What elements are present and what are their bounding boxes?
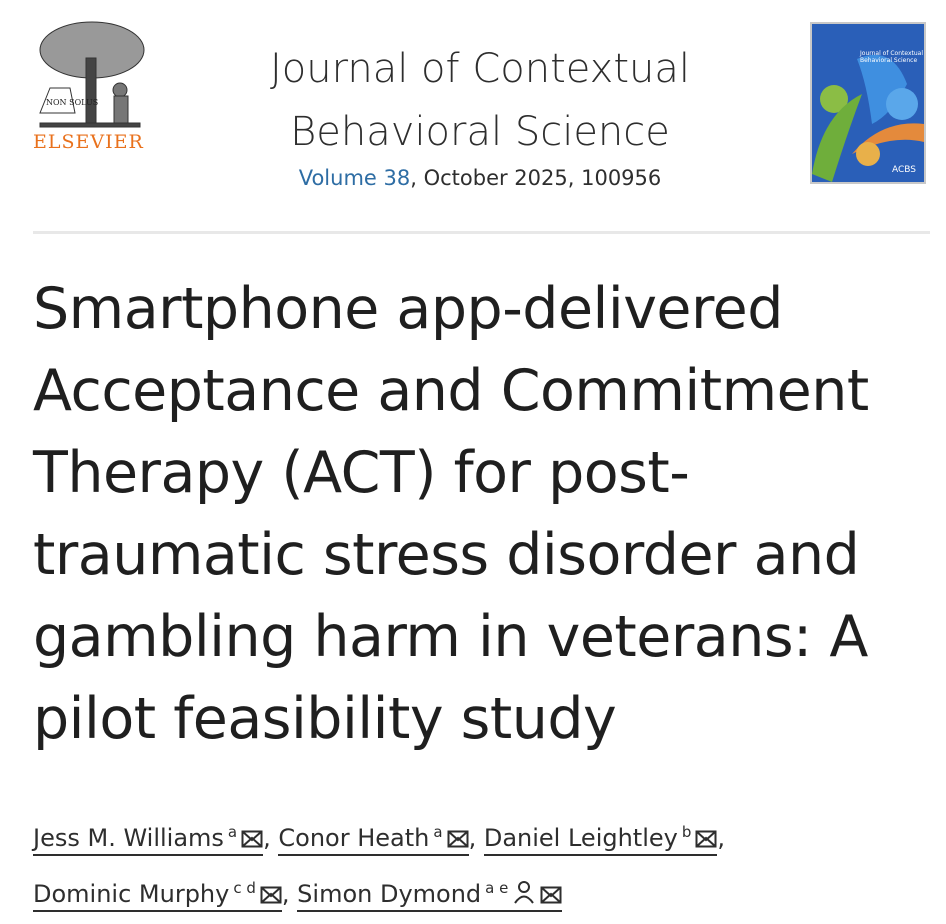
article-title: Smartphone app-delivered Acceptance and …	[33, 276, 869, 752]
author-name[interactable]: Simon Dymond	[297, 880, 482, 908]
author-name[interactable]: Dominic Murphy	[33, 880, 230, 908]
journal-title-line2[interactable]: Behavioral Science	[290, 109, 670, 155]
author-link[interactable]: Dominic Murphy c d	[33, 879, 282, 912]
affiliation-marker[interactable]: a e	[485, 879, 509, 897]
email-icon[interactable]	[695, 816, 717, 864]
email-icon[interactable]	[447, 816, 469, 864]
affiliation-marker[interactable]: a	[227, 823, 238, 841]
author-separator: ,	[468, 824, 484, 852]
email-icon[interactable]	[260, 872, 282, 920]
elsevier-tree-logo: NON SOLUS	[39, 21, 145, 128]
author-separator: ,	[263, 824, 279, 852]
svg-text:Journal of Contextual: Journal of Contextual	[859, 50, 923, 57]
person-icon[interactable]	[512, 872, 536, 920]
author-link[interactable]: Jess M. Williams a	[33, 823, 264, 856]
author-name[interactable]: Conor Heath	[278, 824, 430, 852]
email-icon[interactable]	[241, 816, 263, 864]
author-name[interactable]: Jess M. Williams	[33, 824, 224, 852]
author-link[interactable]: Simon Dymond a e	[297, 879, 563, 912]
logo-motto: NON SOLUS	[46, 98, 98, 107]
author-link[interactable]: Daniel Leightley b	[483, 823, 718, 856]
affiliation-marker[interactable]: c d	[233, 879, 256, 897]
author-link[interactable]: Conor Heath a	[278, 823, 469, 856]
affiliation-marker[interactable]: a	[433, 823, 443, 841]
journal-cover-image[interactable]: Journal of Contextual Behavioral Science…	[810, 22, 926, 184]
author-separator: ,	[717, 824, 726, 852]
author-separator: ,	[281, 880, 298, 908]
author-list: Jess M. Williams a, Conor Heath a, Daniel …	[33, 808, 923, 920]
email-icon[interactable]	[540, 872, 562, 920]
svg-text:ACBS: ACBS	[892, 165, 916, 175]
affiliation-marker[interactable]: b	[681, 823, 692, 841]
issue-date: , October 2025, 100956	[410, 166, 662, 190]
svg-text:Behavioral Science: Behavioral Science	[860, 57, 917, 64]
journal-title[interactable]: Journal of Contextual Behavioral Science	[220, 38, 740, 164]
issue-info: Volume 38, October 2025, 100956	[220, 166, 740, 190]
publisher-name: ELSEVIER	[33, 131, 144, 153]
header-divider	[33, 231, 930, 234]
author-name[interactable]: Daniel Leightley	[483, 824, 678, 852]
volume-link[interactable]: Volume 38	[298, 166, 411, 190]
journal-title-line1[interactable]: Journal of Contextual	[270, 46, 690, 92]
